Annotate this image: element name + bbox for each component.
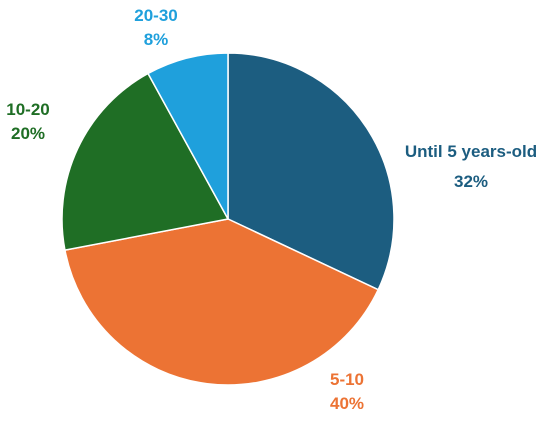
slice-label-until-5: Until 5 years-old 32% <box>392 140 550 194</box>
slice-label-5-10: 5-10 40% <box>312 368 382 416</box>
slice-category-label: Until 5 years-old <box>404 142 538 161</box>
slice-value-label: 20% <box>10 124 46 143</box>
slice-category-label: 5-10 <box>329 370 365 389</box>
slice-value-label: 40% <box>329 394 365 413</box>
slice-label-10-20: 10-20 20% <box>0 98 56 146</box>
slice-5-10 <box>64 218 380 386</box>
slice-10-20 <box>61 72 230 251</box>
slice-20-30 <box>147 52 229 220</box>
slice-value-label: 32% <box>453 172 489 191</box>
slice-value-label: 8% <box>143 30 169 49</box>
slice-label-20-30: 20-30 8% <box>118 4 194 52</box>
slice-category-label: 20-30 <box>134 6 178 25</box>
slice-until-5-years <box>227 52 395 291</box>
pie-slices <box>61 52 395 386</box>
slice-category-label: 10-20 <box>6 100 50 119</box>
